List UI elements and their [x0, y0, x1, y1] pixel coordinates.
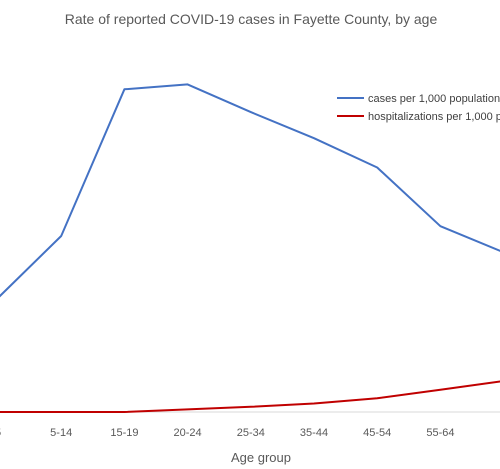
- legend: cases per 1,000 population hospitalizati…: [337, 93, 500, 123]
- x-tick-label: 15-19: [110, 427, 138, 439]
- series-line-hospitalizations: [0, 380, 500, 413]
- x-tick-label: 55-64: [426, 427, 454, 439]
- legend-label-cases: cases per 1,000 population: [368, 93, 500, 105]
- x-tick-label: 5-14: [50, 427, 72, 439]
- x-tick-label: 5: [0, 427, 1, 439]
- x-tick-label: 20-24: [174, 427, 202, 439]
- x-tick-label: 25-34: [237, 427, 265, 439]
- chart-title: Rate of reported COVID-19 cases in Fayet…: [65, 11, 438, 27]
- legend-label-hospitalizations: hospitalizations per 1,000 po: [368, 111, 500, 123]
- x-tick-label: 35-44: [300, 427, 328, 439]
- x-tick-label: 45-54: [363, 427, 391, 439]
- series-layer: [0, 83, 500, 413]
- x-axis-title: Age group: [231, 450, 291, 465]
